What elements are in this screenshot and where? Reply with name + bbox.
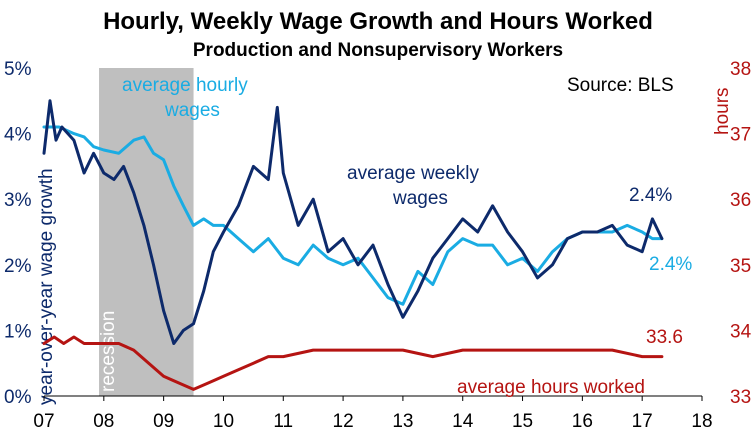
hourly-wages-label-line2: wages — [164, 100, 220, 121]
y-left-tick-label: 0% — [4, 387, 32, 408]
recession-label: recession — [98, 311, 119, 392]
weekly-wages-end-label: 2.4% — [629, 185, 672, 206]
series-layer — [42, 99, 664, 391]
hourly-wages-line — [42, 125, 664, 306]
x-tick-label: 15 — [512, 411, 533, 432]
x-tick-label: 13 — [392, 411, 413, 432]
x-tick-label: 07 — [33, 411, 54, 432]
x-tick-label: 17 — [632, 411, 653, 432]
y-left-tick-label: 4% — [4, 125, 32, 146]
hours-worked-label: average hours worked — [457, 377, 645, 398]
chart-subtitle: Production and Nonsupervisory Workers — [193, 40, 563, 61]
y-left-tick-label: 3% — [4, 190, 32, 211]
hours-worked-end-label: 33.6 — [646, 327, 683, 348]
chart-title: Hourly, Weekly Wage Growth and Hours Wor… — [103, 8, 653, 35]
x-tick-label: 18 — [691, 411, 712, 432]
y-axis-left-label: year-over-year wage growth — [36, 168, 57, 405]
y-left-tick-label: 2% — [4, 256, 32, 277]
y-left-tick-label: 1% — [4, 321, 32, 342]
y-right-tick-label: 35 — [730, 256, 751, 277]
axes: 07 08 09 10 11 12 13 14 15 16 17 18 0% 1% 2% 3% 4% 5% 33 34… — [4, 59, 752, 432]
weekly-wages-line — [42, 99, 664, 345]
weekly-wages-label-line1: average weekly — [347, 163, 480, 184]
x-tick-label: 16 — [572, 411, 593, 432]
x-tick-label: 14 — [452, 411, 474, 432]
x-tick-label: 11 — [273, 411, 293, 432]
hourly-wages-label-line1: average hourly — [122, 75, 248, 96]
x-tick-label: 08 — [93, 411, 114, 432]
hourly-wages-end-label: 2.4% — [649, 254, 692, 275]
x-tick-label: 10 — [213, 411, 234, 432]
y-right-tick-label: 36 — [730, 190, 751, 211]
y-right-tick-label: 33 — [730, 387, 751, 408]
x-tick-label: 12 — [333, 411, 354, 432]
y-right-tick-label: 34 — [730, 321, 752, 342]
source-label: Source: BLS — [567, 75, 674, 96]
y-right-tick-label: 37 — [730, 125, 751, 146]
y-right-tick-label: 38 — [730, 59, 751, 80]
weekly-wages-label-line2: wages — [392, 188, 448, 209]
x-tick-label: 09 — [153, 411, 174, 432]
hours-worked-line — [42, 335, 664, 391]
y-left-tick-label: 5% — [4, 59, 32, 80]
y-axis-right-label: hours — [712, 87, 733, 135]
